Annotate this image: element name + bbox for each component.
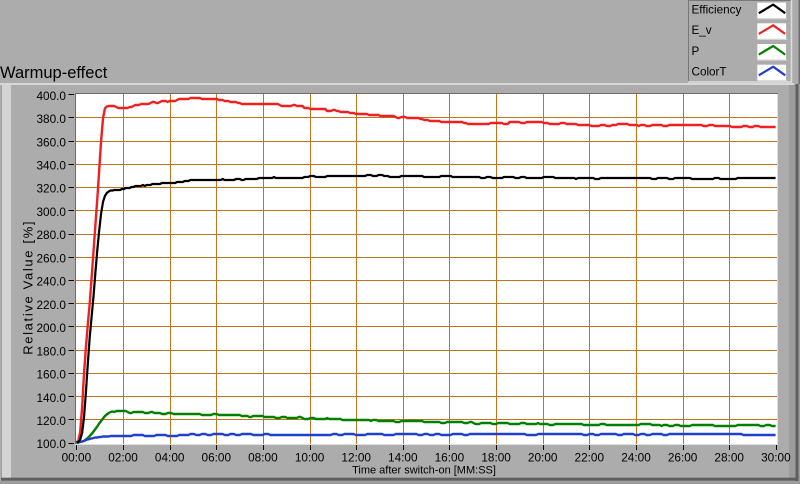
svg-text:ColorT: ColorT — [692, 66, 727, 79]
svg-text:100.0: 100.0 — [36, 437, 66, 451]
svg-text:Warmup-effect: Warmup-effect — [0, 64, 108, 82]
svg-text:380.0: 380.0 — [36, 112, 66, 126]
svg-text:340.0: 340.0 — [36, 159, 66, 173]
svg-text:Relative Value [%]: Relative Value [%] — [21, 220, 36, 355]
svg-text:120.0: 120.0 — [36, 414, 66, 428]
svg-text:400.0: 400.0 — [36, 89, 66, 103]
svg-text:P: P — [692, 45, 700, 58]
svg-text:E_v: E_v — [692, 24, 712, 37]
svg-text:20:00: 20:00 — [528, 451, 558, 465]
svg-text:08:00: 08:00 — [248, 451, 278, 465]
svg-text:300.0: 300.0 — [36, 205, 66, 219]
svg-text:10:00: 10:00 — [295, 451, 325, 465]
svg-text:280.0: 280.0 — [36, 228, 66, 242]
svg-text:320.0: 320.0 — [36, 182, 66, 196]
svg-text:160.0: 160.0 — [36, 368, 66, 382]
svg-text:16:00: 16:00 — [435, 451, 465, 465]
svg-text:14:00: 14:00 — [388, 451, 418, 465]
svg-text:18:00: 18:00 — [481, 451, 511, 465]
svg-text:Efficiency: Efficiency — [692, 4, 742, 17]
svg-text:26:00: 26:00 — [668, 451, 698, 465]
svg-text:30:00: 30:00 — [761, 451, 791, 465]
svg-text:12:00: 12:00 — [341, 451, 371, 465]
svg-text:04:00: 04:00 — [155, 451, 185, 465]
svg-text:220.0: 220.0 — [36, 298, 66, 312]
svg-text:24:00: 24:00 — [621, 451, 651, 465]
svg-text:28:00: 28:00 — [714, 451, 744, 465]
svg-text:240.0: 240.0 — [36, 275, 66, 289]
svg-text:02:00: 02:00 — [108, 451, 138, 465]
svg-text:00:00: 00:00 — [62, 451, 92, 465]
svg-text:360.0: 360.0 — [36, 135, 66, 149]
svg-text:200.0: 200.0 — [36, 321, 66, 335]
svg-text:140.0: 140.0 — [36, 391, 66, 405]
svg-text:06:00: 06:00 — [202, 451, 232, 465]
svg-text:22:00: 22:00 — [575, 451, 605, 465]
svg-text:180.0: 180.0 — [36, 344, 66, 358]
svg-text:Time after switch-on [MM:SS]: Time after switch-on [MM:SS] — [352, 465, 496, 477]
svg-text:260.0: 260.0 — [36, 251, 66, 265]
